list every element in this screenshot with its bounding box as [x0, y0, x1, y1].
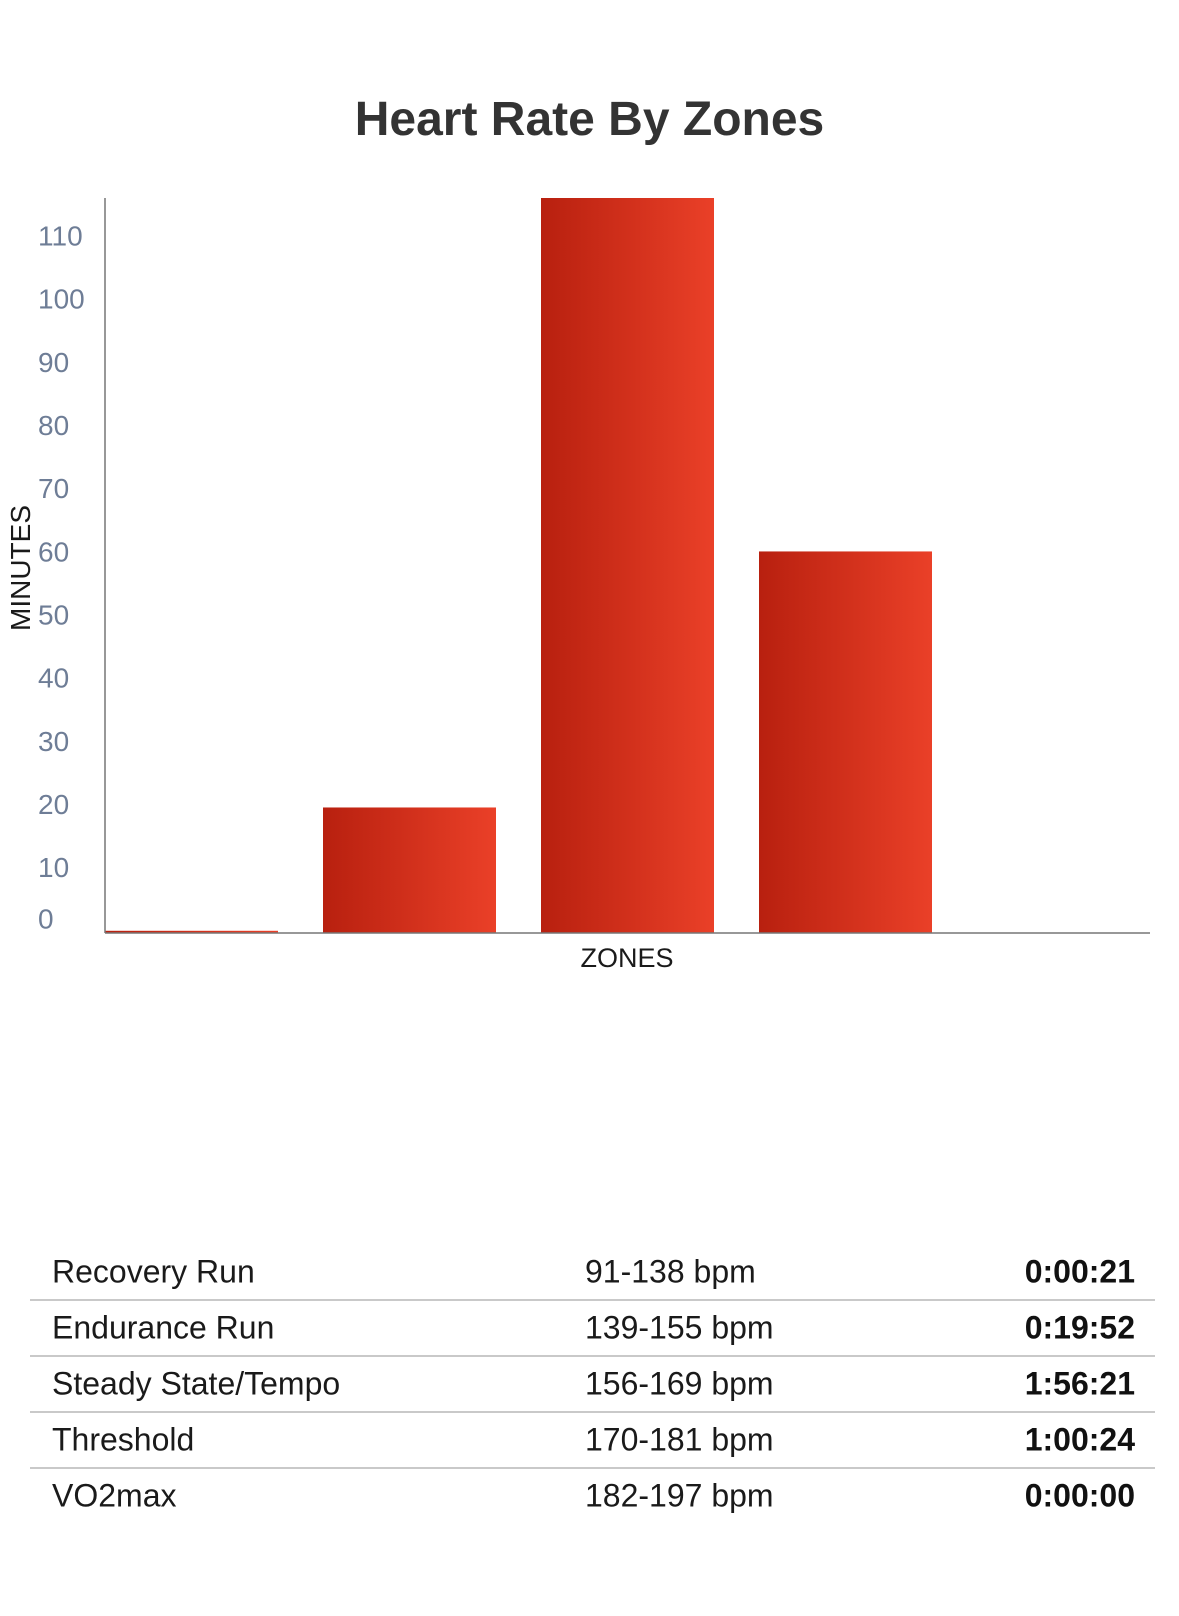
zone-range: 170-181 bpm — [585, 1421, 774, 1458]
y-tick-label: 70 — [38, 473, 69, 504]
y-axis-label: MINUTES — [5, 505, 36, 631]
y-tick-label: 40 — [38, 663, 69, 694]
zone-name: Steady State/Tempo — [52, 1365, 341, 1402]
table-row: Steady State/Tempo 156-169 bpm 1:56:21 — [30, 1357, 1155, 1413]
zone-time: 0:00:21 — [1024, 1253, 1135, 1290]
zone-time: 0:19:52 — [1024, 1309, 1135, 1346]
bar — [759, 551, 932, 933]
y-tick-label: 80 — [38, 410, 69, 441]
heart-rate-zones-chart: 0 10 20 30 40 50 60 70 80 90 100 110 ZONES MINUTES — [5, 198, 1150, 973]
bars — [105, 198, 932, 933]
y-tick-label: 100 — [38, 284, 85, 315]
zone-range: 91-138 bpm — [585, 1253, 756, 1290]
zone-name: VO2max — [52, 1477, 177, 1514]
bar — [323, 807, 496, 933]
zone-range: 182-197 bpm — [585, 1477, 774, 1514]
table-row: Recovery Run 91-138 bpm 0:00:21 — [30, 1245, 1155, 1301]
zone-time: 1:00:24 — [1024, 1421, 1135, 1458]
zone-name: Endurance Run — [52, 1309, 275, 1346]
y-tick-label: 10 — [38, 852, 69, 883]
zone-table: Recovery Run 91-138 bpm 0:00:21 Enduranc… — [30, 1245, 1155, 1523]
table-row: Endurance Run 139-155 bpm 0:19:52 — [30, 1301, 1155, 1357]
bar — [541, 198, 714, 933]
chart-title: Heart Rate By Zones — [354, 93, 825, 146]
zone-range: 139-155 bpm — [585, 1309, 774, 1346]
y-tick-label: 30 — [38, 726, 69, 757]
zone-name: Threshold — [52, 1421, 195, 1458]
zone-name: Recovery Run — [52, 1253, 255, 1290]
table-row: Threshold 170-181 bpm 1:00:24 — [30, 1413, 1155, 1469]
y-tick-label: 0 — [38, 903, 54, 934]
y-axis-ticks: 0 10 20 30 40 50 60 70 80 90 100 110 — [38, 221, 85, 935]
table-row: VO2max 182-197 bpm 0:00:00 — [30, 1469, 1155, 1523]
bar — [105, 930, 278, 933]
zone-time: 1:56:21 — [1024, 1365, 1135, 1402]
x-axis-label: ZONES — [580, 943, 673, 973]
y-tick-label: 20 — [38, 789, 69, 820]
y-tick-label: 50 — [38, 600, 69, 631]
y-tick-label: 110 — [38, 221, 83, 252]
y-tick-label: 90 — [38, 347, 69, 378]
zone-time: 0:00:00 — [1024, 1477, 1135, 1514]
zone-range: 156-169 bpm — [585, 1365, 774, 1402]
y-tick-label: 60 — [38, 536, 69, 567]
